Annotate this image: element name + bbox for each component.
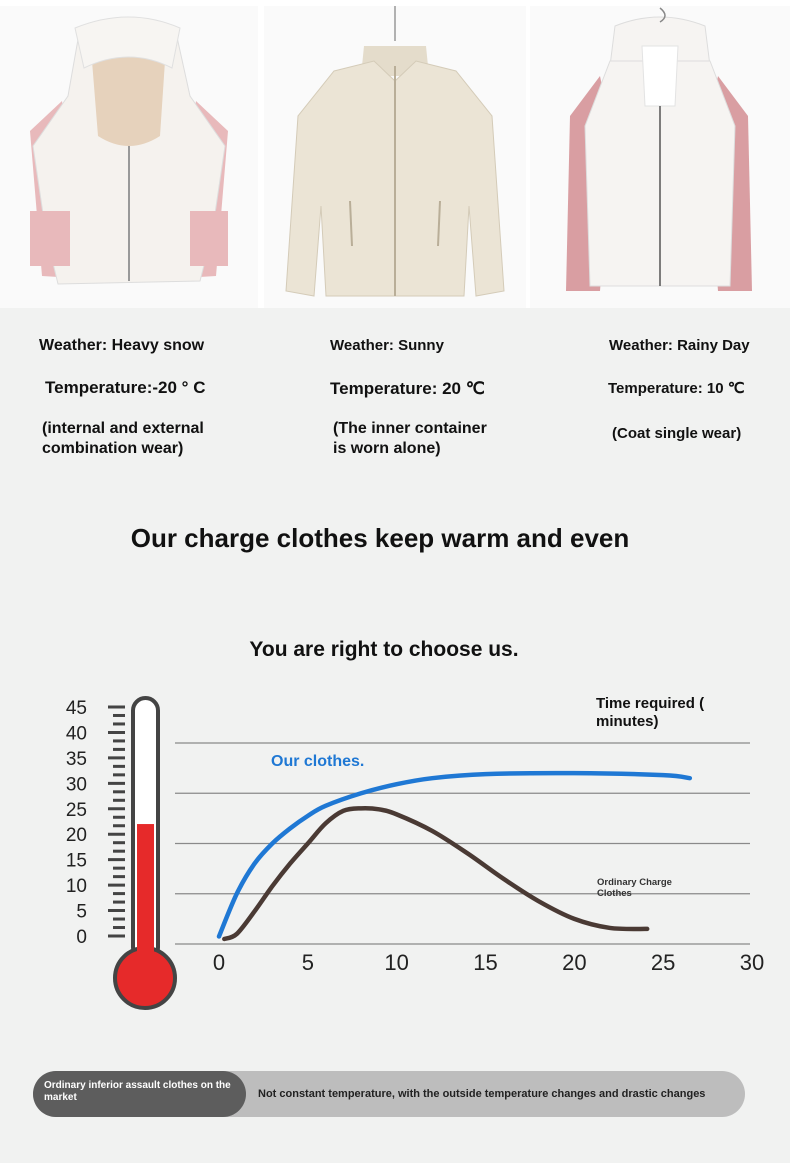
thermometer	[113, 696, 177, 1010]
x-axis-label-line1: Time required (	[596, 695, 704, 712]
thermometer-tick-label: 30	[66, 774, 87, 795]
headline-sub: You are right to choose us.	[249, 638, 519, 661]
usage-sunny-line2: is worn alone)	[333, 440, 441, 457]
headline-main: Our charge clothes keep warm and even	[130, 523, 630, 553]
x-tick-label: 10	[384, 950, 408, 975]
thermometer-fill	[137, 824, 154, 980]
thermometer-tick-label: 10	[66, 876, 87, 897]
series-label-ordinary-line1: Ordinary Charge	[597, 877, 672, 888]
thermometer-tick-label: 25	[66, 800, 87, 821]
x-tick-label: 5	[302, 950, 314, 975]
x-axis-label-line2: minutes)	[596, 713, 659, 730]
x-tick-label: 0	[213, 950, 225, 975]
fleece-photo-sunny	[264, 6, 526, 308]
x-tick-label: 25	[651, 950, 675, 975]
jacket-photo-rainy-day	[530, 6, 790, 308]
thermometer-tick-label: 15	[66, 851, 87, 872]
comparison-label: Ordinary inferior assault clothes on the…	[33, 1071, 246, 1117]
thermometer-tick-label: 40	[66, 723, 87, 744]
thermometer-tick-label: 0	[76, 927, 87, 948]
series-label-ordinary-line2: Clothes	[597, 888, 632, 899]
temperature-sunny: Temperature: 20 ℃	[330, 379, 485, 398]
x-tick-label: 30	[740, 950, 764, 975]
usage-heavy-snow-line1: (internal and external	[42, 420, 204, 437]
comparison-description: Not constant temperature, with the outsi…	[258, 1088, 706, 1100]
series-line-our-clothes	[216, 770, 693, 939]
jacket-photo-heavy-snow	[0, 6, 258, 308]
temperature-heavy-snow: Temperature:-20 ° C	[45, 378, 206, 397]
x-tick-label: 20	[562, 950, 586, 975]
thermometer-tick-label: 20	[66, 825, 87, 846]
usage-heavy-snow-line2: combination wear)	[42, 440, 184, 457]
thermometer-tick-label: 45	[66, 698, 87, 719]
weather-sunny: Weather: Sunny	[330, 337, 444, 354]
weather-heavy-snow: Weather: Heavy snow	[39, 337, 205, 354]
thermometer-tick-label: 5	[76, 902, 87, 923]
usage-sunny-line1: (The inner container	[333, 420, 487, 437]
thermometer-tick-label: 35	[66, 749, 87, 770]
x-tick-label: 15	[473, 950, 497, 975]
weather-rainy-day: Weather: Rainy Day	[609, 337, 750, 354]
temperature-rainy-day: Temperature: 10 ℃	[608, 380, 745, 397]
comparison-bar: Ordinary inferior assault clothes on the…	[33, 1071, 745, 1117]
series-line-ordinary	[222, 805, 650, 942]
series-label-our-clothes: Our clothes.	[271, 753, 364, 770]
warmth-chart: 45 40 35 30 25 20 15 10 5 0 0 5 10 15 20 25 30 Time req…	[66, 695, 764, 1010]
usage-rainy-day: (Coat single wear)	[612, 425, 742, 442]
product-photo-strip	[0, 0, 790, 308]
